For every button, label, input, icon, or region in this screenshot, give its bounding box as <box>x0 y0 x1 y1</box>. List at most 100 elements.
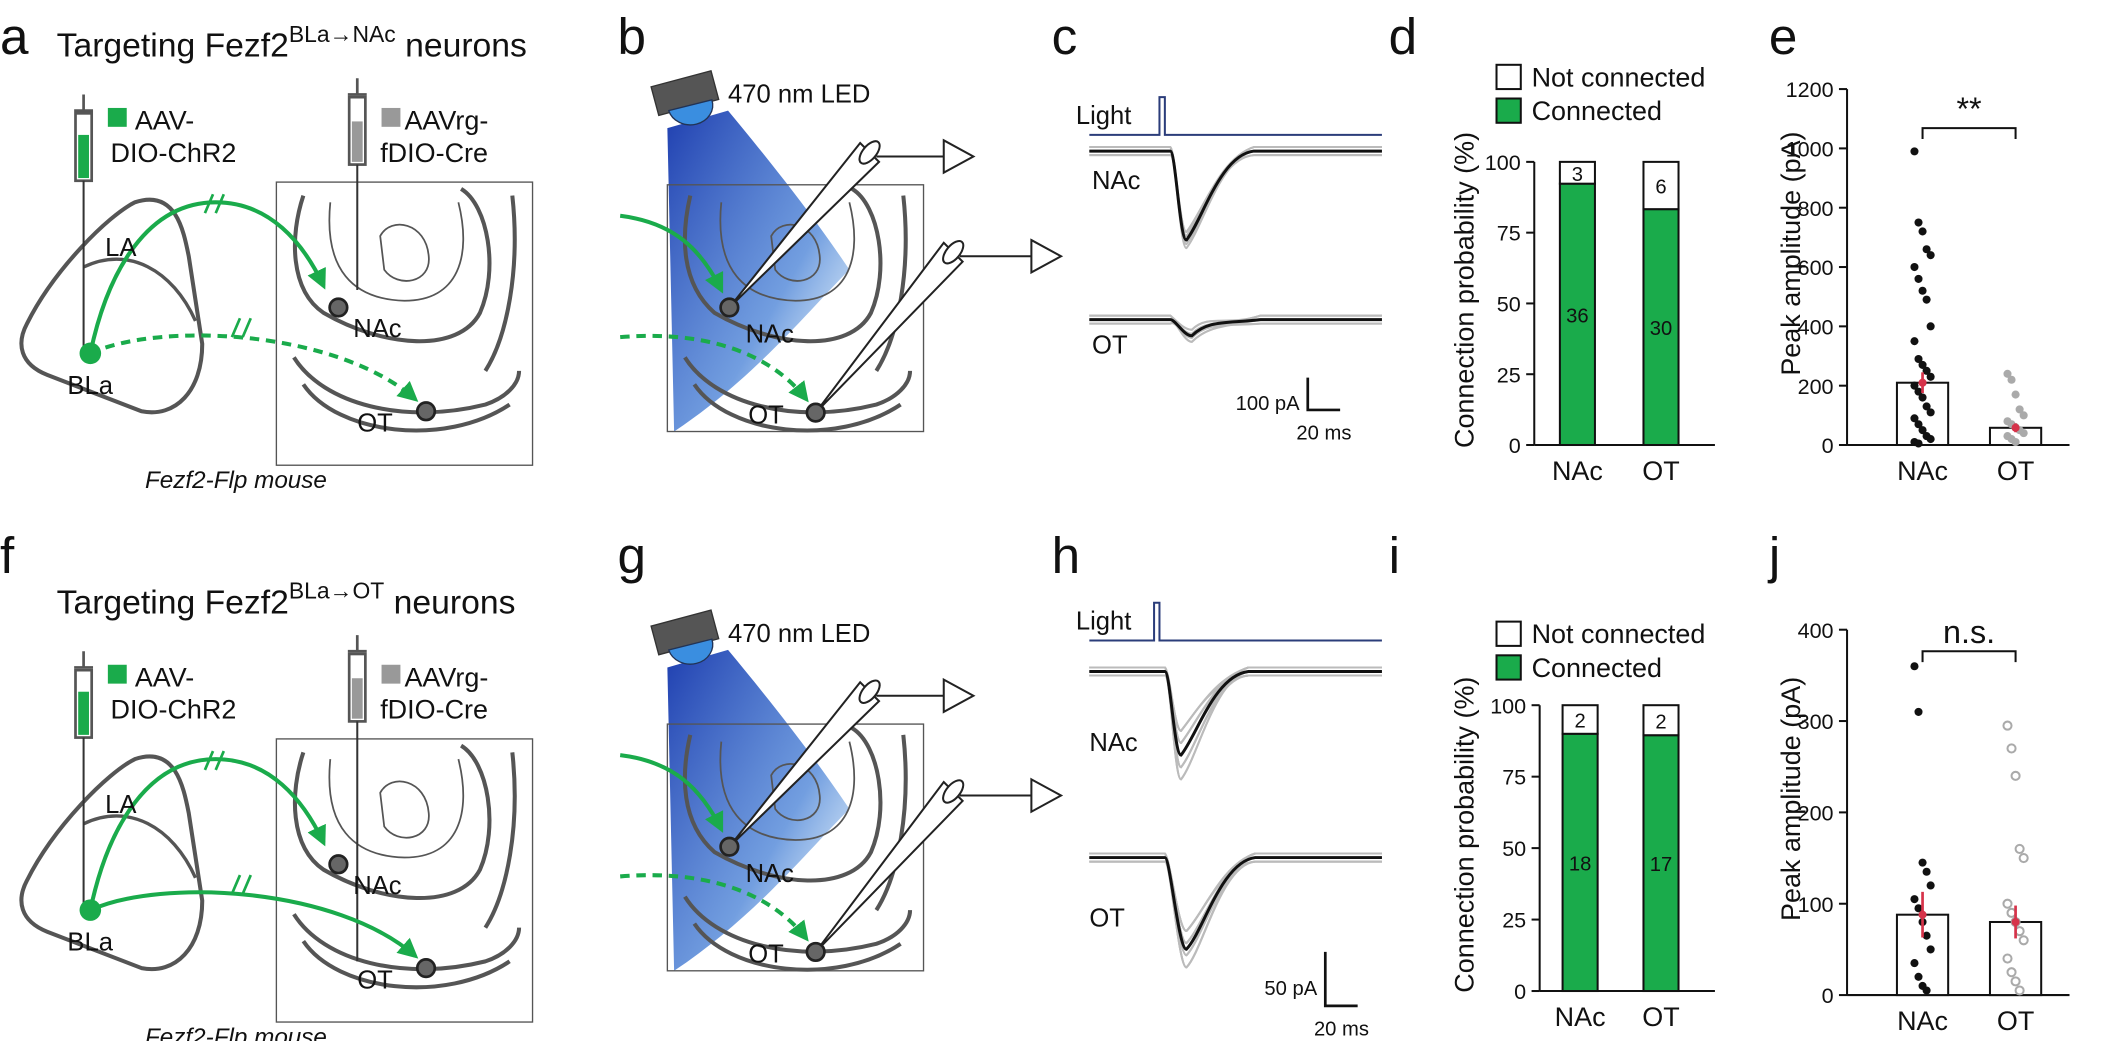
label: j <box>1767 527 1780 584</box>
label: OT <box>748 401 784 429</box>
syringe-fill <box>78 691 89 735</box>
shape <box>203 193 253 338</box>
label: AAV- <box>135 106 194 136</box>
bar-segment <box>1642 160 1680 211</box>
shape <box>89 333 419 402</box>
trace <box>1089 601 1382 642</box>
label: NAc <box>1092 167 1141 195</box>
led-lens <box>667 99 714 126</box>
label: Fezf2-Flp mouse <box>145 1024 327 1041</box>
y-tick-label: 100 <box>1798 892 1834 917</box>
label: fDIO-Cre <box>380 695 488 725</box>
legend-swatch <box>107 107 127 127</box>
shape <box>347 635 367 653</box>
shape <box>719 202 856 302</box>
legend-label: Not connected <box>1532 619 1706 649</box>
diagram: Targeting Fezf2BLa→OT neurons AAV-DIO-ChR… <box>19 578 534 1041</box>
data-point <box>1926 322 1935 331</box>
data-point <box>2002 953 2013 964</box>
data-point <box>2011 437 2020 447</box>
slice-box <box>275 181 534 466</box>
shape <box>379 223 430 282</box>
y-tick-label: 75 <box>1502 765 1526 790</box>
data-point <box>2002 720 2013 731</box>
legend-swatch <box>1495 620 1522 647</box>
data-point <box>2010 770 2021 781</box>
y-axis-label: Peak amplitude (pA) <box>1776 131 1806 375</box>
y-tick-label: 50 <box>1497 292 1521 317</box>
x-tick-label: OT <box>1642 456 1679 486</box>
pipette <box>942 239 965 265</box>
pipette <box>858 679 881 704</box>
x-tick-label: NAc <box>1552 456 1603 486</box>
label: b <box>617 8 646 65</box>
shape <box>82 814 198 879</box>
shape <box>876 138 976 175</box>
trace <box>1089 852 1382 933</box>
trace <box>1089 860 1382 969</box>
shape <box>203 750 253 895</box>
led-lens <box>667 638 714 665</box>
data-point <box>1922 245 1931 254</box>
trace <box>1089 150 1382 242</box>
trace <box>1089 670 1382 757</box>
data-point <box>1926 251 1935 260</box>
label: AAV- <box>135 662 194 692</box>
data-point <box>2006 967 2017 978</box>
label: c <box>1052 8 1078 65</box>
data-point <box>1922 295 1931 304</box>
x-tick-label: OT <box>1997 1006 2034 1036</box>
syringe-fill <box>351 678 363 719</box>
trace <box>1323 951 1358 1008</box>
syringe-fill <box>351 121 363 162</box>
bar-segment <box>1561 732 1599 993</box>
legend-label: Not connected <box>1532 62 1706 92</box>
label: Light <box>1076 102 1132 130</box>
value-label: 2 <box>1655 711 1666 733</box>
shape <box>301 383 511 433</box>
shape <box>719 741 856 841</box>
data-point <box>1922 366 1931 375</box>
title-part: Targeting Fezf2 <box>57 584 289 622</box>
data-point <box>1910 147 1919 156</box>
data-point <box>2003 369 2012 378</box>
y-tick-label: 1000 <box>1786 136 1834 161</box>
value-label: 18 <box>1569 853 1592 875</box>
shape <box>692 383 902 433</box>
trace <box>1089 318 1382 338</box>
shape <box>1921 650 2017 663</box>
y-tick-label: 100 <box>1490 693 1526 718</box>
shape <box>88 200 326 354</box>
data-point <box>1910 414 1919 423</box>
label: OT <box>357 410 393 438</box>
shape <box>619 213 724 294</box>
traces: Light NAc OT 100 pA 20 ms <box>1076 96 1382 445</box>
bar-segment <box>1561 704 1599 735</box>
data-point <box>2011 390 2020 399</box>
data-point <box>2018 853 2029 864</box>
y-tick-label: 200 <box>1798 800 1834 825</box>
bar-segment <box>1642 208 1680 447</box>
label: OT <box>748 941 784 969</box>
traces: Light NAc OT 50 pA 20 ms <box>1076 601 1382 1041</box>
y-tick-label: 1200 <box>1786 77 1834 102</box>
shape <box>74 94 94 112</box>
trace <box>1089 670 1382 781</box>
bar-segment <box>1642 704 1680 737</box>
y-tick-label: 50 <box>1502 836 1526 861</box>
diagram-title: Targeting Fezf2BLa→OT neurons <box>57 578 516 622</box>
shape <box>301 940 511 990</box>
x-tick-label: NAc <box>1897 1006 1948 1036</box>
data-point <box>2015 405 2024 414</box>
label: NAc <box>1089 729 1138 757</box>
shape <box>483 195 517 372</box>
cell <box>79 342 102 365</box>
legend-swatch <box>381 664 401 684</box>
shape <box>619 753 724 833</box>
data-point <box>1918 286 1927 295</box>
data-point <box>1918 227 1927 236</box>
shape <box>876 677 976 714</box>
label: DIO-ChR2 <box>111 695 237 725</box>
shape <box>483 752 517 929</box>
